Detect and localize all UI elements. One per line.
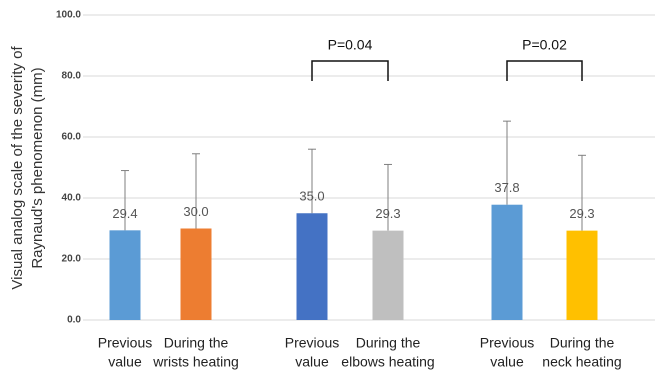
y-tick-label: 100.0 bbox=[56, 10, 81, 21]
y-axis-title: Visual analog scale of the severity of bbox=[9, 46, 26, 290]
x-tick-label: Previous bbox=[98, 335, 152, 351]
x-tick-label: During the bbox=[356, 335, 421, 351]
value-label: 37.8 bbox=[494, 180, 519, 195]
bar bbox=[372, 230, 404, 320]
bracket bbox=[311, 60, 389, 81]
x-tick-label: neck heating bbox=[542, 354, 621, 370]
x-tick-label: value bbox=[490, 354, 524, 370]
value-label: 29.4 bbox=[112, 206, 137, 221]
y-tick-label: 60.0 bbox=[62, 132, 82, 143]
x-tick-label: value bbox=[295, 354, 329, 370]
bar bbox=[109, 230, 141, 320]
y-tick-label: 0.0 bbox=[67, 315, 81, 326]
x-tick-label: Previous bbox=[480, 335, 534, 351]
y-tick-label: 40.0 bbox=[62, 193, 82, 204]
bar bbox=[296, 213, 328, 320]
y-tick-label: 20.0 bbox=[62, 254, 82, 265]
y-axis-title: Raynaud's phenomenon (mm) bbox=[29, 67, 46, 268]
p-value: P=0.02 bbox=[522, 37, 567, 53]
bar bbox=[566, 230, 598, 320]
x-tick-label: During the bbox=[164, 335, 229, 351]
x-tick-label: wrists heating bbox=[152, 354, 239, 370]
value-label: 29.3 bbox=[375, 206, 400, 221]
bracket bbox=[506, 60, 583, 81]
x-tick-label: During the bbox=[550, 335, 615, 351]
p-value: P=0.04 bbox=[328, 37, 373, 53]
bar bbox=[180, 228, 212, 320]
value-label: 29.3 bbox=[569, 206, 594, 221]
x-tick-label: value bbox=[108, 354, 142, 370]
x-tick-label: elbows heating bbox=[341, 354, 434, 370]
x-tick-label: Previous bbox=[285, 335, 339, 351]
y-tick-label: 80.0 bbox=[62, 71, 82, 82]
bar bbox=[491, 204, 523, 320]
value-label: 35.0 bbox=[299, 189, 324, 204]
value-label: 30.0 bbox=[183, 204, 208, 219]
